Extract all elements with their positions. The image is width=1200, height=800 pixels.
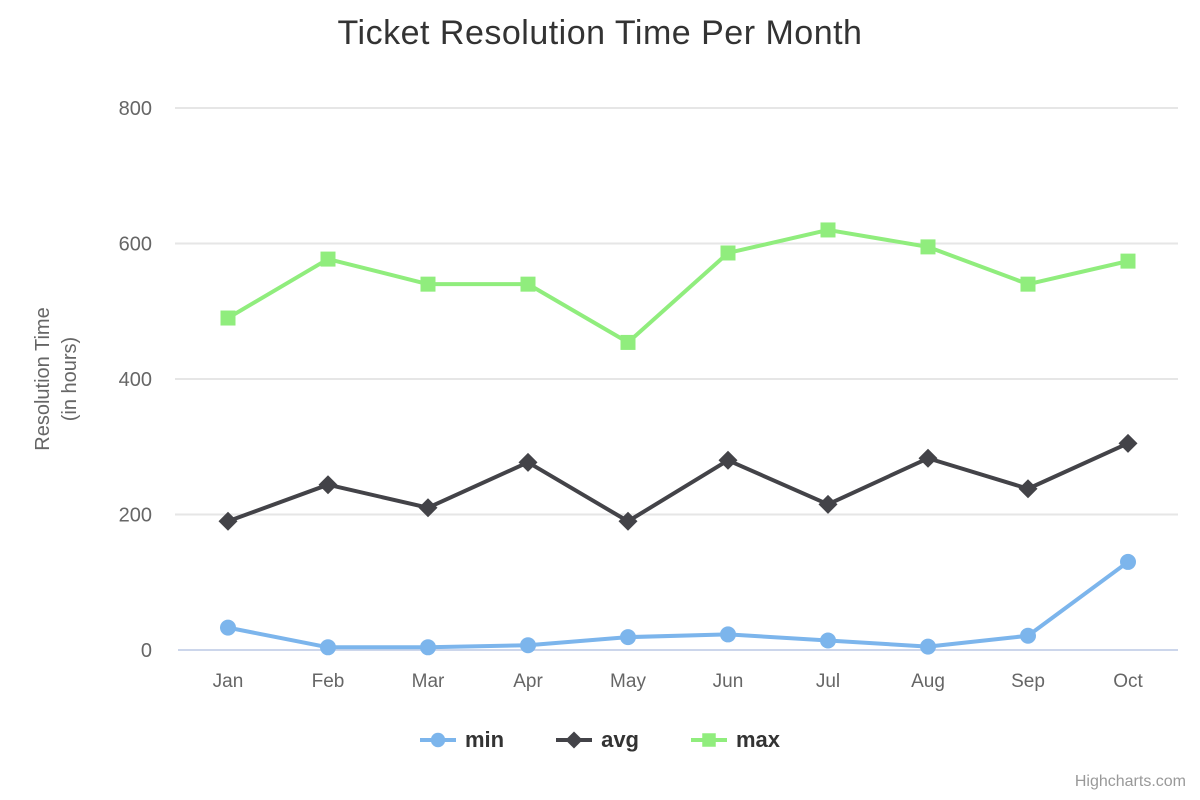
x-axis-tick-label: Jul	[816, 671, 840, 692]
x-axis-tick-label: Sep	[1011, 671, 1045, 692]
y-axis-tick-label: 800	[119, 98, 152, 120]
data-point-marker-icon[interactable]	[1020, 627, 1036, 644]
data-point-marker-icon[interactable]	[320, 639, 336, 656]
data-point-marker-icon[interactable]	[818, 494, 838, 514]
series-avg	[218, 433, 1138, 531]
data-point-marker-icon[interactable]	[518, 452, 538, 472]
highcharts-credit-link[interactable]: Highcharts.com	[1074, 773, 1186, 790]
legend-label-max: max	[736, 727, 781, 752]
data-point-marker-icon[interactable]	[420, 276, 436, 292]
data-point-marker-icon[interactable]	[620, 334, 636, 350]
series-min	[220, 553, 1136, 656]
legend-item-min[interactable]: min	[419, 727, 505, 753]
data-point-marker-icon[interactable]	[520, 276, 536, 292]
x-axis-tick-label: May	[610, 671, 646, 692]
max-series-marker-icon	[691, 733, 727, 747]
data-point-marker-icon[interactable]	[918, 448, 938, 468]
data-point-marker-icon[interactable]	[618, 511, 638, 531]
x-axis-tick-label: Jun	[713, 671, 744, 692]
data-point-marker-icon[interactable]	[218, 511, 238, 531]
x-axis-tick-label: Oct	[1113, 671, 1143, 692]
x-axis-tick-label: Aug	[911, 671, 945, 692]
data-point-marker-icon[interactable]	[718, 450, 738, 470]
data-point-marker-icon[interactable]	[1120, 553, 1136, 570]
data-point-marker-icon[interactable]	[920, 239, 936, 255]
data-point-marker-icon[interactable]	[820, 632, 836, 649]
data-point-marker-icon[interactable]	[820, 222, 836, 238]
data-point-marker-icon[interactable]	[220, 619, 236, 636]
data-point-marker-icon[interactable]	[418, 498, 438, 518]
x-axis-tick-label: Apr	[513, 671, 543, 692]
data-point-marker-icon[interactable]	[620, 629, 636, 646]
avg-series-line	[226, 441, 1130, 524]
max-series-line	[226, 227, 1130, 345]
x-axis-tick-label: Feb	[312, 671, 345, 692]
y-axis-tick-label: 200	[119, 505, 152, 527]
y-axis-tick-label: 600	[119, 234, 152, 256]
data-point-marker-icon[interactable]	[920, 638, 936, 655]
chart-title: Ticket Resolution Time Per Month	[337, 14, 863, 52]
data-point-marker-icon[interactable]	[720, 245, 736, 261]
data-point-marker-icon[interactable]	[1118, 433, 1138, 453]
y-axis-tick-label: 0	[141, 640, 152, 662]
min-series-marker-icon	[419, 732, 456, 748]
data-point-marker-icon[interactable]	[430, 732, 446, 748]
data-point-marker-icon[interactable]	[702, 733, 716, 747]
avg-series-marker-icon	[556, 731, 593, 749]
data-point-marker-icon[interactable]	[1120, 253, 1136, 269]
data-point-marker-icon[interactable]	[720, 626, 736, 643]
legend-item-avg[interactable]: avg	[556, 727, 639, 753]
x-axis-tick-label: Jan	[213, 671, 244, 692]
min-series-line	[226, 559, 1130, 650]
data-point-marker-icon[interactable]	[318, 475, 338, 495]
data-point-marker-icon[interactable]	[220, 310, 236, 326]
legend: min avg max	[0, 727, 1200, 753]
legend-label-min: min	[464, 727, 505, 752]
x-axis-tick-label: Mar	[412, 671, 445, 692]
y-axis-tick-label: 400	[119, 369, 152, 391]
data-point-marker-icon[interactable]	[1020, 276, 1036, 292]
data-point-marker-icon[interactable]	[565, 731, 583, 749]
data-point-marker-icon[interactable]	[420, 639, 436, 656]
data-point-marker-icon[interactable]	[520, 637, 536, 654]
data-point-marker-icon[interactable]	[1018, 479, 1038, 499]
data-point-marker-icon[interactable]	[320, 251, 336, 267]
legend-item-max[interactable]: max	[691, 727, 780, 753]
legend-label-avg: avg	[601, 727, 639, 752]
series-max	[220, 222, 1136, 350]
